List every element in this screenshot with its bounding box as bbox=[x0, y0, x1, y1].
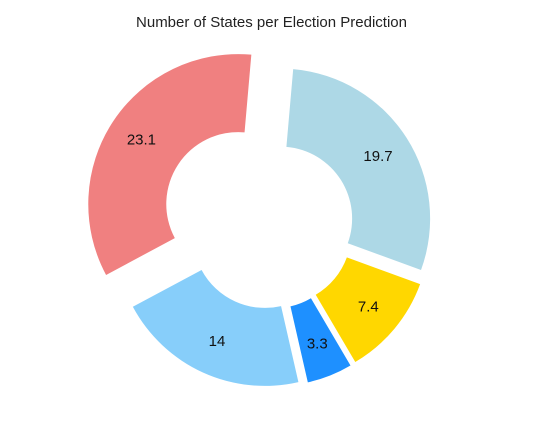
slice-label-3-3: 3.3 bbox=[307, 335, 328, 352]
chart-title: Number of States per Election Prediction bbox=[136, 14, 407, 31]
slice-label-7-4: 7.4 bbox=[358, 298, 379, 315]
donut-slice-7-4 bbox=[315, 257, 421, 362]
slice-label-19-7: 19.7 bbox=[363, 148, 392, 165]
donut-slice-14 bbox=[132, 269, 299, 386]
donut-slice-23-1 bbox=[88, 54, 252, 275]
slices-layer bbox=[88, 54, 431, 386]
labels-layer: 19.7 7.4 3.3 14 23.1 bbox=[127, 132, 393, 353]
donut-slice-3-3 bbox=[290, 298, 351, 383]
slice-label-23-1: 23.1 bbox=[127, 132, 156, 149]
slice-label-14: 14 bbox=[209, 333, 226, 350]
donut-slice-19-7 bbox=[286, 69, 431, 271]
